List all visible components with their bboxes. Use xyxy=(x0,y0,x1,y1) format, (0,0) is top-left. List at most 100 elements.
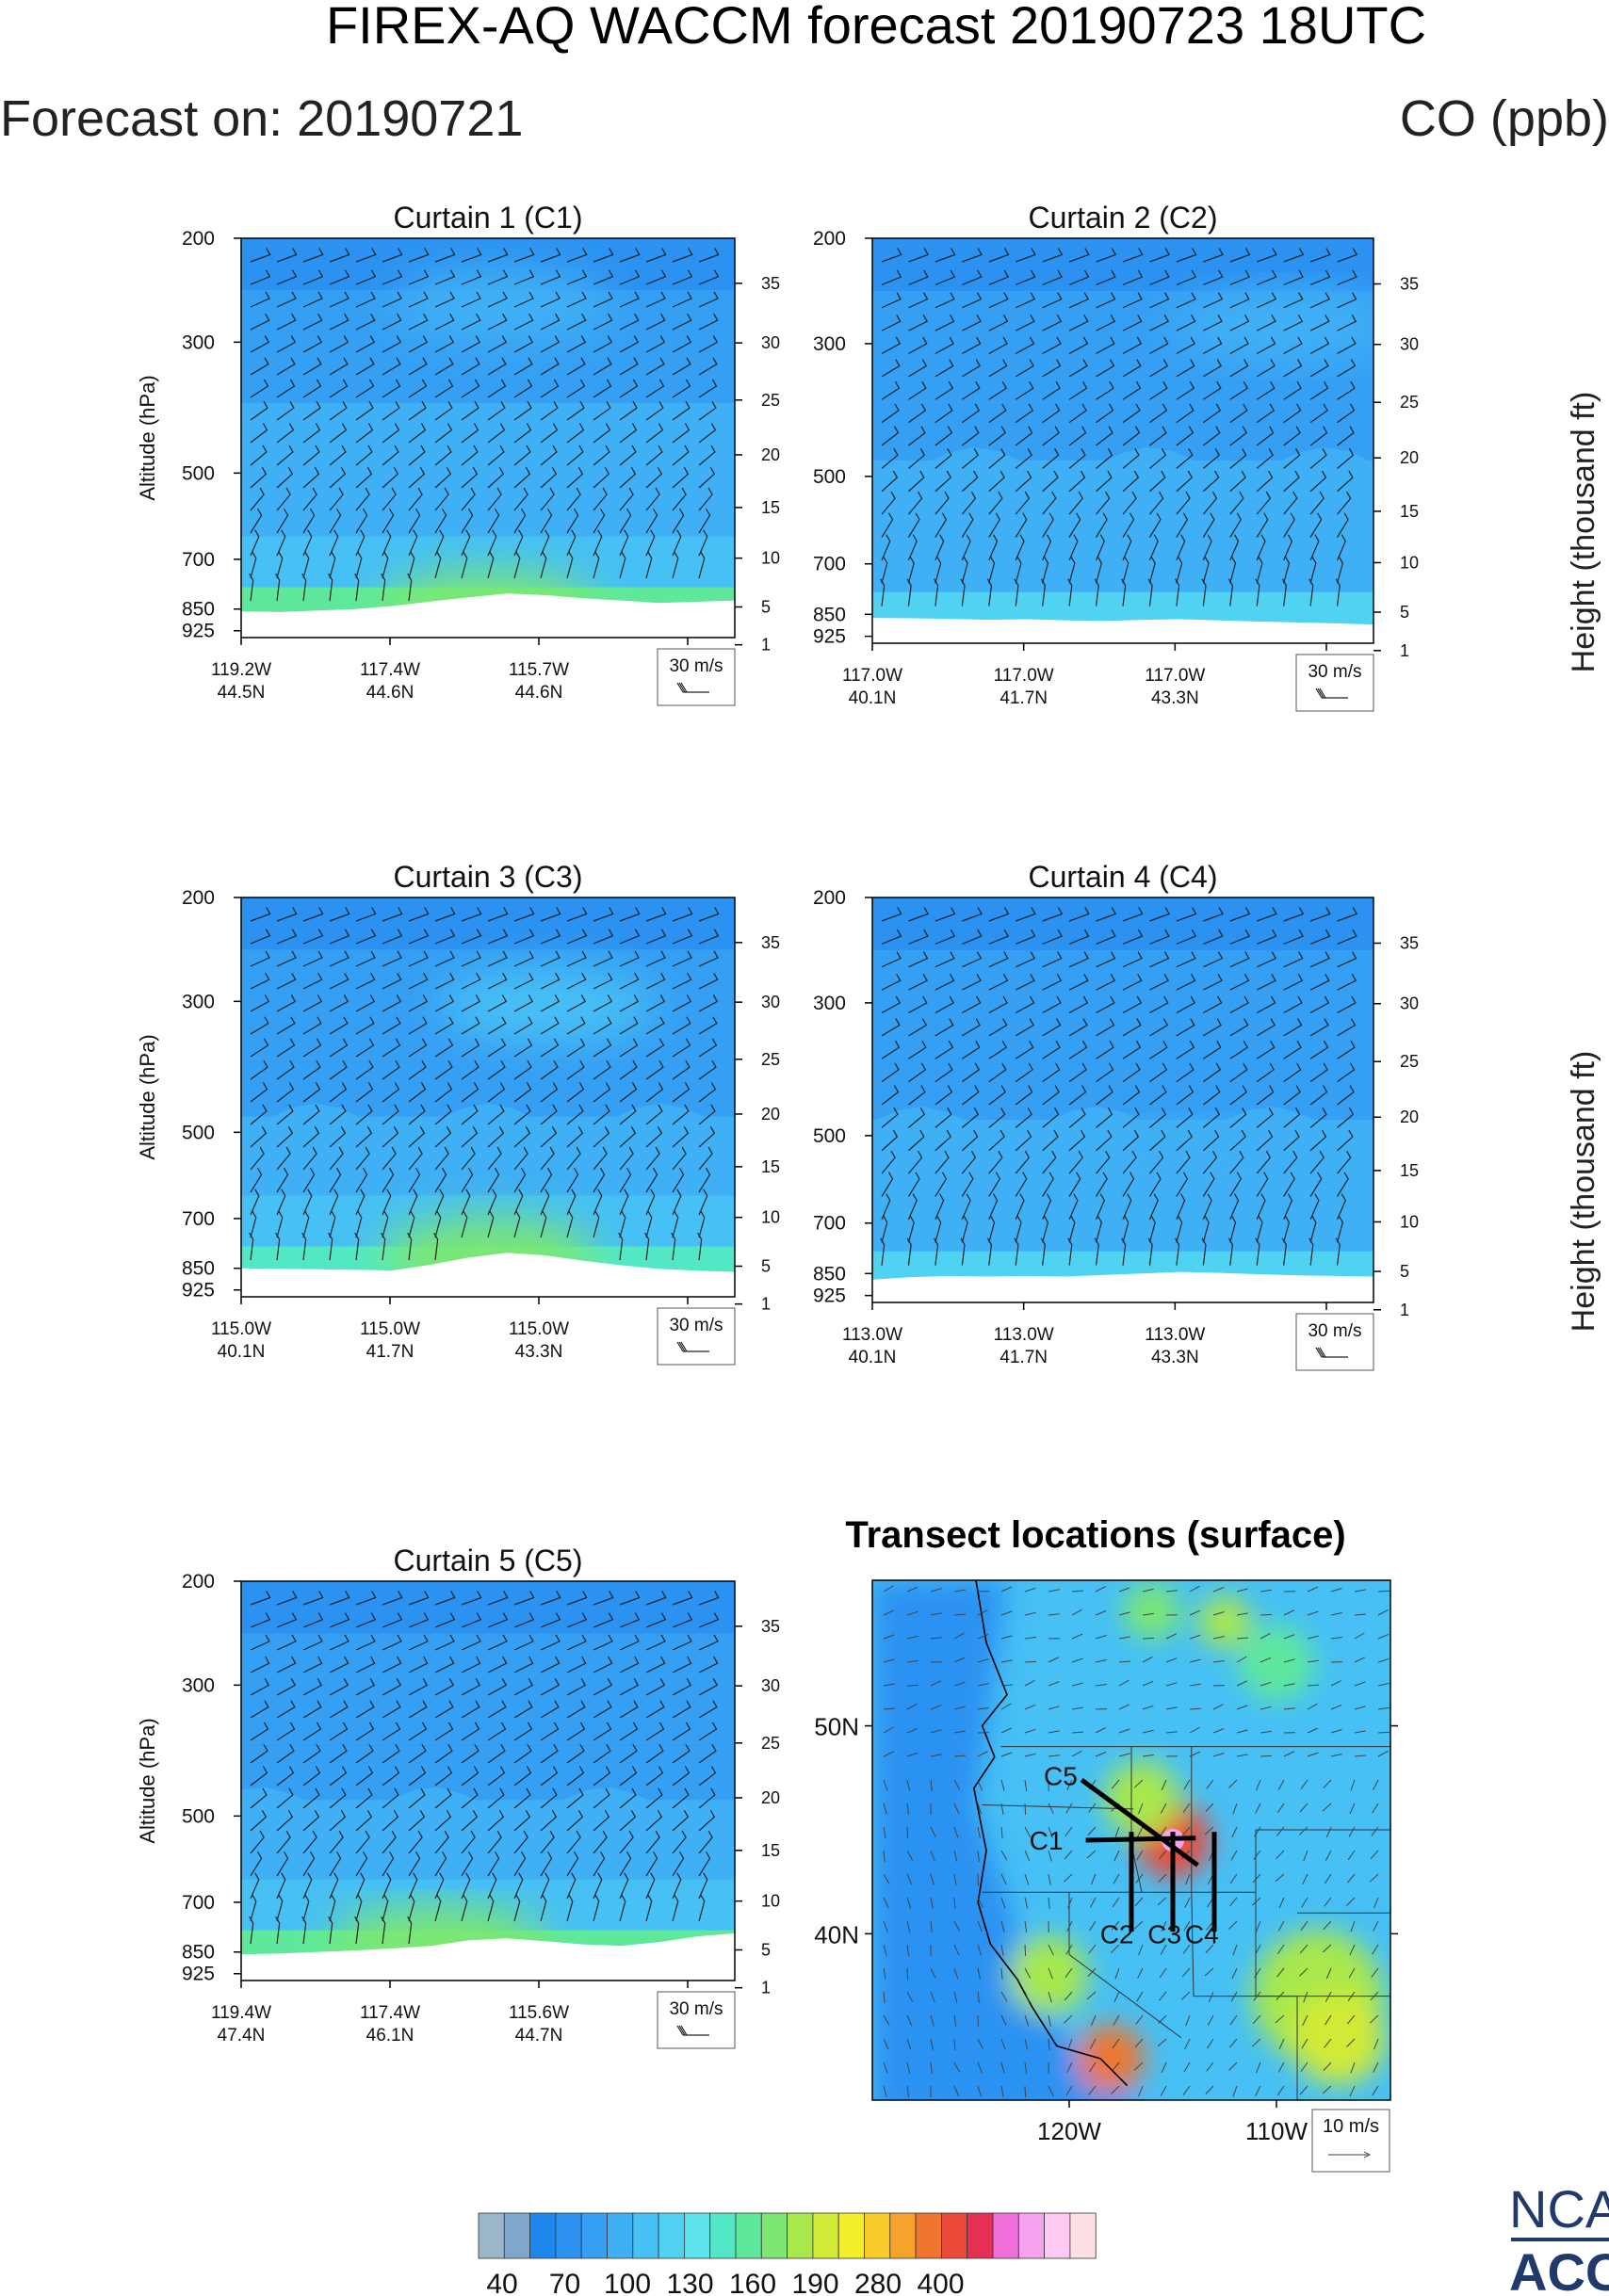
curtain-5-panel: Curtain 5 (C5)20030050070085092535302520… xyxy=(136,1544,780,2049)
wind-arrow xyxy=(1000,1586,1013,1593)
wind-barb xyxy=(986,1237,993,1266)
wind-barb xyxy=(908,907,929,922)
wind-arrow xyxy=(906,2085,910,2097)
wind-barb xyxy=(1040,578,1046,606)
wind-barb xyxy=(881,336,902,355)
wind-arrow xyxy=(1204,1826,1214,1835)
wind-barb xyxy=(434,1125,452,1148)
wind-barb xyxy=(566,1082,585,1103)
wind-barb xyxy=(302,487,317,511)
wind-arrow xyxy=(1323,1920,1332,1931)
wind-arrow xyxy=(883,1585,894,1593)
wind-barb xyxy=(935,512,948,538)
wind-arrow xyxy=(883,2062,888,2074)
wind-barb xyxy=(1309,907,1331,922)
wind-barb xyxy=(407,573,413,602)
wind-barb xyxy=(1337,1018,1357,1037)
wind-arrow xyxy=(953,2062,961,2073)
wind-arrow xyxy=(1183,2062,1191,2073)
wind-barb xyxy=(935,336,954,355)
wind-arrow xyxy=(977,1779,983,1791)
wind-arrow xyxy=(1161,2062,1167,2074)
wind-barb xyxy=(962,973,982,991)
wind-arrow xyxy=(1302,2014,1308,2027)
wind-arrow xyxy=(1111,1944,1120,1953)
wind-reference-label: 30 m/s xyxy=(1308,1321,1361,1341)
wind-arrow xyxy=(1000,2038,1006,2050)
wind-arrow xyxy=(953,1632,965,1640)
wind-barb xyxy=(1068,556,1076,584)
wind-arrow xyxy=(1089,1897,1097,1908)
wind-barb xyxy=(382,929,403,945)
x-tick-lon: 115.0W xyxy=(211,1319,271,1339)
wind-arrow xyxy=(1276,2085,1285,2096)
wind-arrow xyxy=(1377,1590,1390,1593)
wind-barb xyxy=(619,1656,640,1673)
wind-barb xyxy=(1337,447,1355,469)
wind-barb xyxy=(1202,534,1212,561)
wind-arrow xyxy=(1208,1991,1214,2003)
wind-barb xyxy=(540,929,561,945)
height-tick-label: 20 xyxy=(761,1105,780,1124)
wind-arrow xyxy=(1024,1587,1036,1593)
wind-barb xyxy=(434,1210,442,1238)
wind-barb xyxy=(487,269,509,285)
wind-arrow xyxy=(1325,1991,1332,2002)
wind-barb xyxy=(1096,512,1108,538)
wind-barb xyxy=(566,907,588,922)
pressure-tick-label: 925 xyxy=(182,1964,215,1985)
wind-barb xyxy=(540,1210,547,1238)
colorbar-swatch xyxy=(1069,2212,1097,2259)
wind-barb xyxy=(408,466,426,489)
wind-barb xyxy=(1309,269,1331,285)
wind-barb xyxy=(382,1743,400,1764)
wind-arrow xyxy=(1111,1920,1120,1931)
wind-arrow xyxy=(1064,1850,1073,1860)
wind-barb xyxy=(935,426,953,446)
wind-arrow xyxy=(1205,1944,1214,1954)
wind-barb xyxy=(672,1678,692,1696)
wind-barb xyxy=(934,1237,939,1266)
wind-barb xyxy=(513,487,528,511)
wind-barb xyxy=(434,269,456,285)
wind-barb xyxy=(698,1830,713,1854)
wind-barb xyxy=(302,1125,320,1148)
wind-barb xyxy=(1283,1018,1303,1037)
wind-barb xyxy=(1281,1237,1287,1266)
panel-title: Curtain 1 (C1) xyxy=(394,201,583,234)
wind-barb xyxy=(408,335,429,353)
wind-barb xyxy=(540,1634,561,1651)
wind-barb xyxy=(1283,336,1303,355)
co-band-wave xyxy=(241,1103,735,1143)
wind-barb xyxy=(434,1809,452,1832)
wind-barb xyxy=(1229,447,1247,469)
wind-barb xyxy=(1337,1085,1355,1106)
wind-arrow xyxy=(1189,1585,1200,1593)
wind-barb xyxy=(487,929,509,945)
wind-barb xyxy=(1337,359,1357,378)
wind-arrow xyxy=(1301,1897,1308,1908)
wind-barb xyxy=(276,929,298,945)
wind-barb xyxy=(961,1107,980,1128)
wind-arrow xyxy=(930,1588,942,1593)
wind-barb xyxy=(1337,1129,1354,1152)
wind-barb xyxy=(250,1722,269,1741)
wind-barb xyxy=(250,950,270,967)
wind-barb xyxy=(619,1082,638,1103)
wind-barb xyxy=(302,269,324,285)
wind-arrow xyxy=(906,1967,909,1981)
wind-barb xyxy=(619,1188,629,1216)
wind-barb xyxy=(566,1210,574,1238)
wind-arrow xyxy=(1325,1873,1332,1884)
wind-arrow xyxy=(1231,1967,1238,1980)
wind-arrow xyxy=(953,1967,959,1980)
wind-barb xyxy=(1256,1172,1269,1197)
wind-barb xyxy=(1256,1018,1276,1037)
wind-barb xyxy=(354,1232,360,1261)
wind-barb xyxy=(1095,1215,1102,1243)
wind-barb xyxy=(250,1743,268,1764)
panel-frame xyxy=(240,1580,736,1981)
wind-barb xyxy=(566,551,574,579)
wind-arrow xyxy=(953,1803,960,1815)
wind-barb xyxy=(672,1809,690,1832)
